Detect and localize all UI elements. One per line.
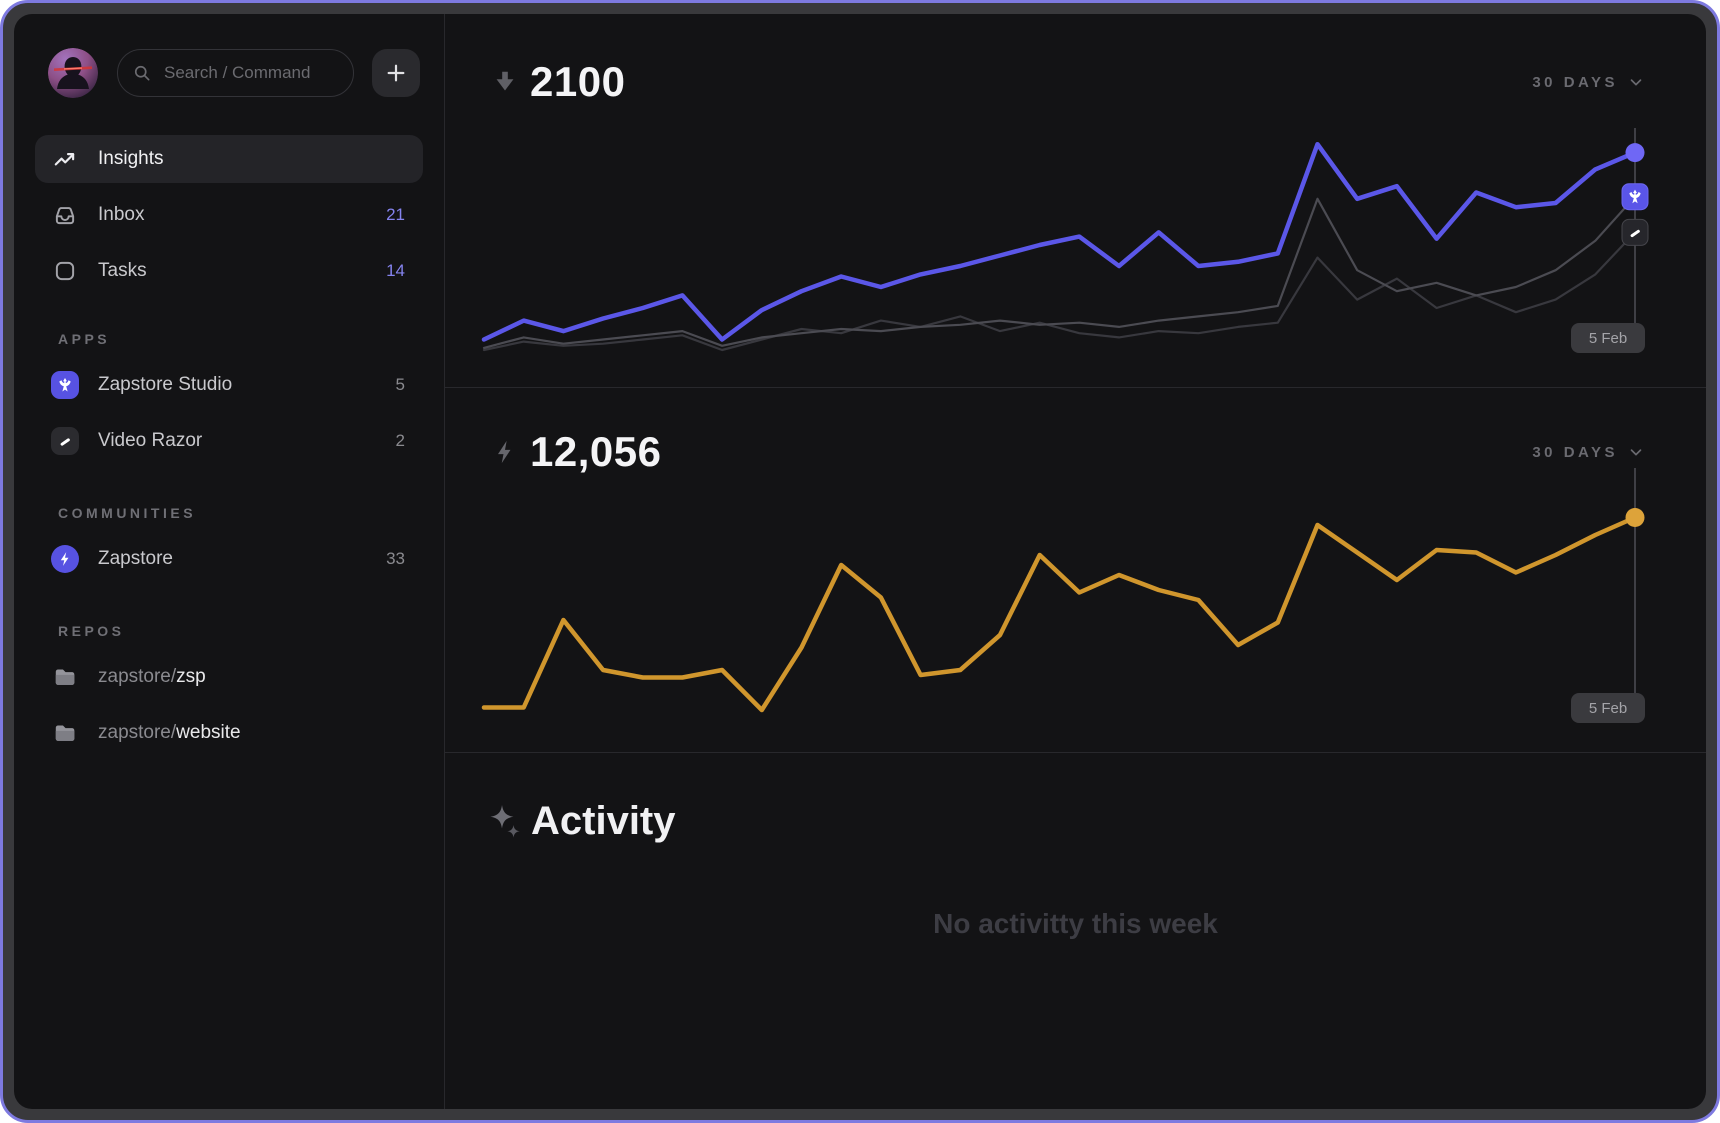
range-label: 30 DAYS [1532,443,1618,461]
activity-empty-message: No activitty this week [933,908,1218,939]
app-content: Insights Inbox 21 Tasks [14,14,1706,1109]
sidebar-item-label: Zapstore [98,548,173,569]
repo-label: zapstore/zsp [98,666,206,688]
sidebar-item-repo-zsp[interactable]: zapstore/zsp [35,649,423,705]
panel-header: 2100 30 DAYS [445,58,1706,106]
sidebar: Insights Inbox 21 Tasks [14,14,445,1109]
range-label: 30 DAYS [1532,73,1618,91]
item-count: 2 [395,431,405,450]
sidebar-top [48,48,420,98]
video-razor-app-icon [51,427,79,455]
folder-icon [51,720,79,746]
repo-prefix: zapstore/ [98,666,177,687]
section-title: APPS [58,331,111,347]
search-icon [134,65,150,81]
chevron-down-icon [1630,79,1642,86]
cursor-date-tag: 5 Feb [1571,693,1645,723]
chevron-down-icon [1630,449,1642,456]
sidebar-item-video-razor[interactable]: Video Razor 2 [35,413,423,469]
arrow-down-icon [489,67,521,97]
item-count: 33 [386,549,405,568]
sidebar-item-zapstore-studio[interactable]: Zapstore Studio 5 [35,357,423,413]
bolt-icon [489,438,521,466]
panel-header: 12,056 30 DAYS [445,428,1706,476]
sidebar-item-label: Inbox [98,204,145,225]
tasks-count-badge: 14 [386,261,405,280]
activity-panel: Activity No activitty this week [445,753,1706,1109]
range-selector[interactable]: 30 DAYS [1532,73,1645,91]
sidebar-item-label: Video Razor [98,430,203,451]
search-box[interactable] [117,49,355,97]
zaps-chart[interactable]: 5 Feb [449,460,1659,740]
sidebar-nav: Insights Inbox 21 Tasks [35,135,423,295]
inbox-icon [51,202,79,228]
sparkles-icon [490,804,520,838]
activity-header: Activity [445,799,1706,844]
sidebar-item-label: Insights [98,148,164,169]
repo-name: zsp [176,666,206,687]
sidebar-item-zapstore[interactable]: Zapstore 33 [35,531,423,587]
cursor-date-tag: 5 Feb [1571,323,1645,353]
trending-up-icon [51,146,79,172]
sidebar-item-inbox[interactable]: Inbox 21 [35,191,423,239]
line-chart [481,128,1649,352]
zaps-chart-panel: 12,056 30 DAYS 5 Feb [445,388,1706,753]
add-button[interactable] [372,49,420,97]
range-selector[interactable]: 30 DAYS [1532,443,1645,461]
section-title: COMMUNITIES [58,505,197,521]
folder-icon [51,664,79,690]
line-chart [481,468,1645,713]
zapstore-studio-app-icon [51,371,79,399]
avatar-image [48,48,98,98]
sidebar-item-repo-website[interactable]: zapstore/website [35,705,423,761]
section-title: REPOS [58,623,125,639]
plus-icon [387,64,405,82]
sidebar-section-repos: REPOS zapstore/zsp zapstore/web [35,623,423,761]
sidebar-item-tasks[interactable]: Tasks 14 [35,247,423,295]
activity-title: Activity [531,799,676,843]
downloads-chart-panel: 2100 30 DAYS 5 Feb [445,14,1706,388]
inbox-count-badge: 21 [386,205,405,224]
sidebar-item-insights[interactable]: Insights [35,135,423,183]
repo-name: website [176,722,241,743]
sidebar-section-communities: COMMUNITIES Zapstore 33 [35,505,423,587]
square-icon [51,258,79,284]
metric-value: 2100 [530,58,626,105]
sidebar-section-apps: APPS Zapstore Studio 5 Video Razor 2 [35,331,423,469]
repo-label: zapstore/website [98,722,241,744]
zapstore-community-icon [51,545,79,573]
repo-prefix: zapstore/ [98,722,177,743]
avatar[interactable] [48,48,98,98]
search-input[interactable] [162,62,332,84]
metric-value: 12,056 [530,428,662,475]
main-area: 2100 30 DAYS 5 Feb [445,14,1706,1109]
sidebar-item-label: Tasks [98,260,147,281]
item-count: 5 [395,375,405,394]
sidebar-item-label: Zapstore Studio [98,374,233,395]
downloads-chart[interactable]: 5 Feb [449,120,1659,370]
